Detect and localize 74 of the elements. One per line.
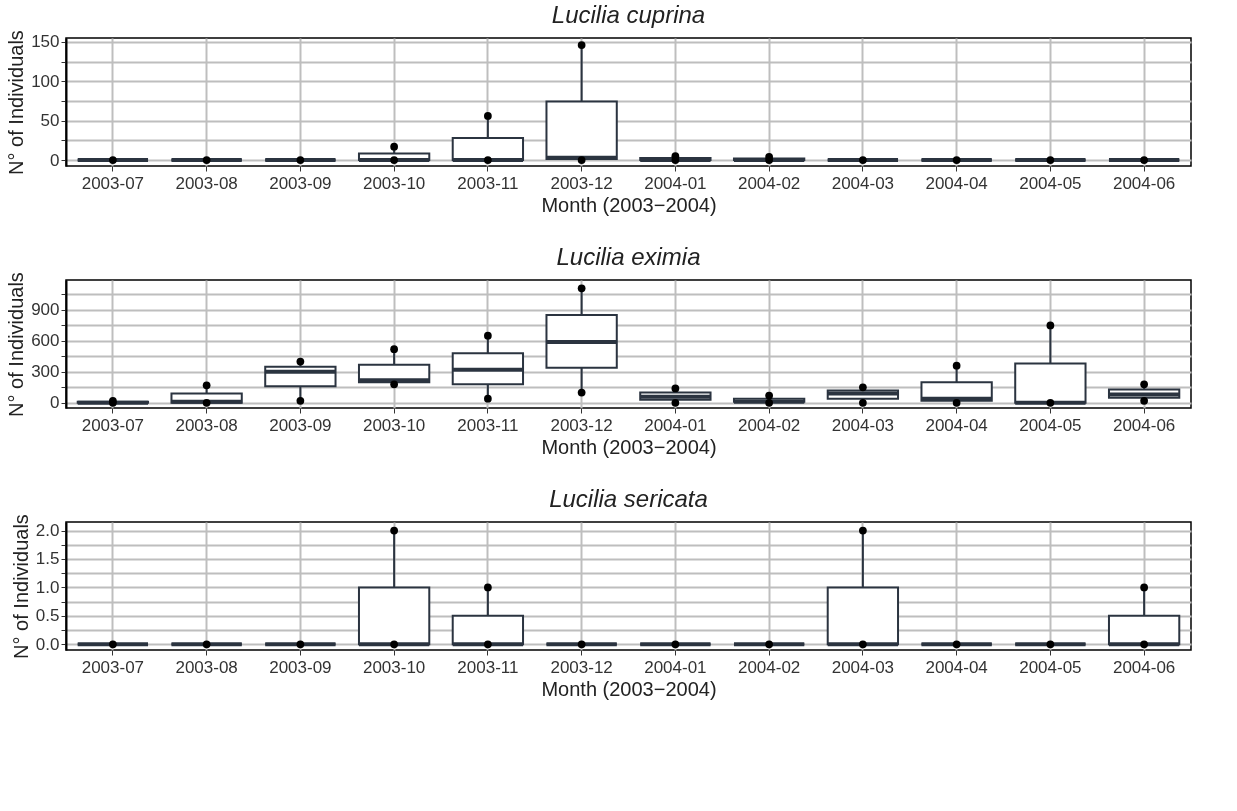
chart-title: Lucilia eximia [556, 242, 701, 270]
x-tick-label: 2004-04 [925, 657, 988, 677]
point [202, 381, 211, 390]
point [296, 396, 305, 405]
x-tick-label: 2004-06 [1112, 415, 1176, 435]
x-tick-label: 2004-01 [644, 173, 707, 193]
point [952, 361, 961, 370]
x-tick-label: 2004-02 [737, 173, 801, 193]
y-tick-label: 0 [50, 150, 60, 170]
y-tick-label: 0.5 [35, 606, 60, 626]
y-tick-label: 150 [31, 32, 60, 52]
x-tick-label: 2003-09 [269, 415, 332, 435]
x-tick-label: 2004-04 [925, 173, 988, 193]
x-tick-label: 2004-05 [1019, 415, 1082, 435]
x-tick-label: 2004-04 [925, 415, 988, 435]
y-axis-title: N° of Individuals [9, 514, 32, 659]
y-axis-title: N° of Individuals [5, 30, 28, 175]
x-tick-label: 2003-10 [362, 657, 426, 677]
x-tick-label: 2004-05 [1019, 657, 1082, 677]
y-tick-label: 600 [31, 331, 60, 351]
y-tick-label: 900 [31, 300, 60, 320]
x-tick-label: 2003-07 [81, 415, 145, 435]
chart-title: Lucilia sericata [549, 484, 708, 512]
x-tick-label: 2003-07 [81, 657, 145, 677]
x-tick-label: 2004-06 [1112, 657, 1176, 677]
point [1046, 321, 1055, 330]
point [577, 41, 586, 49]
x-axis-title: Month (2003−2004) [541, 677, 717, 700]
x-tick-label: 2003-12 [550, 173, 613, 193]
x-tick-label: 2003-09 [269, 173, 332, 193]
chart-title: Lucilia cuprina [551, 0, 706, 28]
x-tick-label: 2003-10 [362, 415, 426, 435]
point [484, 331, 492, 340]
x-tick-label: 2003-11 [457, 657, 519, 677]
point [484, 394, 492, 403]
x-tick-label: 2003-08 [175, 415, 238, 435]
x-tick-label: 2004-05 [1019, 173, 1082, 193]
x-tick-label: 2004-03 [831, 657, 895, 677]
point [390, 142, 398, 151]
y-tick-label: 1.5 [35, 549, 60, 569]
x-tick-label: 2003-08 [175, 173, 238, 193]
x-tick-label: 2003-12 [550, 657, 613, 677]
x-tick-label: 2003-10 [362, 173, 426, 193]
x-tick-label: 2003-12 [550, 415, 613, 435]
x-tick-label: 2004-02 [737, 657, 801, 677]
y-tick-label: 2.0 [35, 521, 60, 541]
x-tick-label: 2004-06 [1112, 173, 1176, 193]
x-axis-title: Month (2003−2004) [541, 193, 717, 216]
point [577, 388, 586, 397]
x-tick-label: 2003-11 [457, 173, 519, 193]
y-tick-label: 100 [31, 71, 60, 91]
y-tick-label: 0 [50, 393, 60, 413]
x-tick-label: 2004-01 [644, 657, 707, 677]
x-axis-title: Month (2003−2004) [541, 435, 717, 458]
x-tick-label: 2004-01 [644, 415, 707, 435]
x-tick-label: 2004-03 [831, 173, 895, 193]
y-tick-label: 0.0 [35, 634, 60, 654]
y-axis-title: N° of Individuals [5, 272, 28, 417]
x-tick-label: 2004-02 [737, 415, 801, 435]
x-tick-label: 2003-11 [457, 415, 519, 435]
point [390, 345, 398, 354]
y-tick-label: 1.0 [35, 577, 60, 597]
point [390, 526, 398, 535]
x-tick-label: 2003-09 [269, 657, 332, 677]
point [577, 284, 586, 293]
point [859, 526, 867, 535]
y-tick-label: 300 [31, 362, 60, 382]
x-tick-label: 2004-03 [831, 415, 895, 435]
x-tick-label: 2003-07 [81, 173, 145, 193]
y-tick-label: 50 [40, 111, 60, 131]
point [484, 112, 492, 120]
x-tick-label: 2003-08 [175, 657, 238, 677]
point [484, 583, 492, 592]
point [1140, 583, 1148, 592]
